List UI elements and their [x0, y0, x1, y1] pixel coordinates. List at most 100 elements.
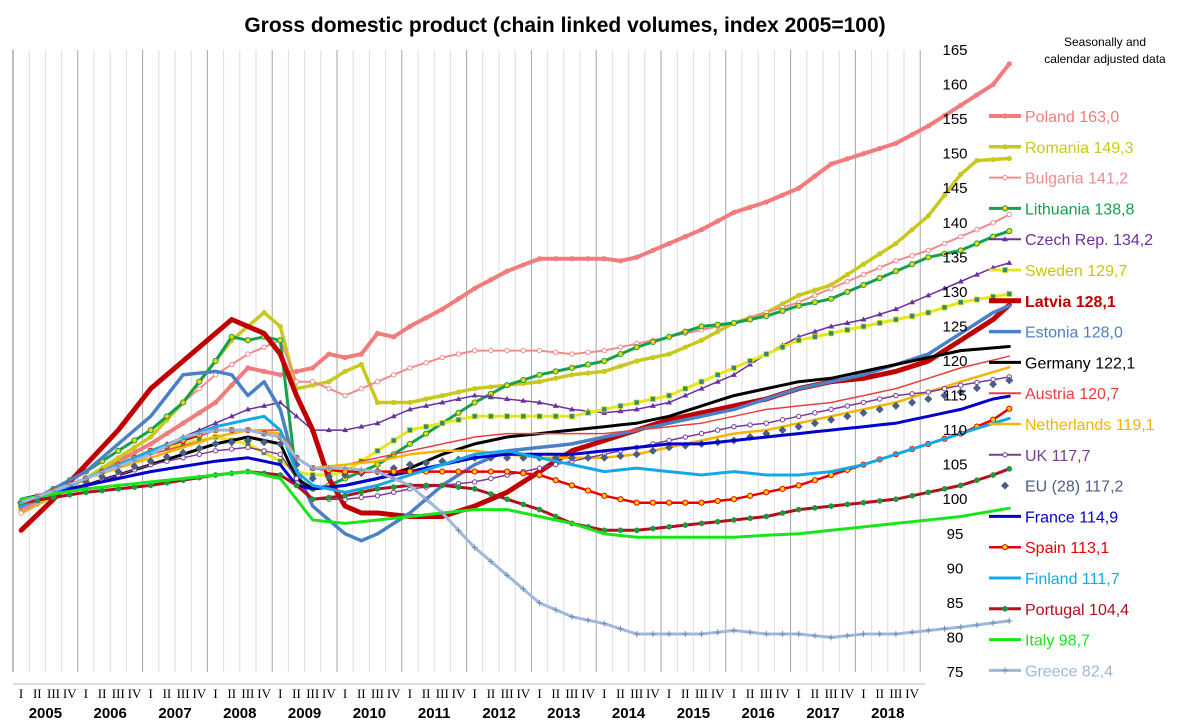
series-marker — [682, 434, 688, 440]
series-marker — [650, 354, 656, 361]
series-marker — [958, 233, 964, 240]
series-marker — [504, 268, 510, 274]
legend-item: Romania 149,3 — [989, 140, 1134, 157]
series-marker — [795, 482, 802, 489]
series-marker — [698, 227, 705, 233]
series-marker — [520, 413, 527, 420]
legend-item: Lithuania 138,8 — [989, 201, 1135, 218]
series-marker — [860, 261, 867, 267]
y-tick-label: 130 — [942, 284, 967, 301]
series-marker — [763, 513, 770, 520]
series-marker — [666, 499, 673, 506]
y-tick-label: 150 — [942, 146, 967, 163]
series-marker — [308, 474, 317, 483]
series-marker — [860, 271, 867, 278]
y-tick-label: 145 — [942, 180, 967, 197]
quarter-tick-label: II — [292, 686, 301, 701]
quarter-tick-label: II — [163, 686, 172, 701]
legend-item: Bulgaria 141,2 — [989, 171, 1128, 188]
series-marker — [730, 319, 738, 327]
quarter-tick-label: I — [797, 686, 801, 701]
series-marker — [471, 486, 478, 492]
series-marker — [666, 437, 672, 444]
series-marker — [568, 413, 575, 420]
series-marker — [844, 156, 850, 162]
series-marker — [261, 448, 267, 454]
series-marker — [617, 408, 624, 414]
series-marker — [909, 227, 915, 233]
legend-item: Austria 120,7 — [989, 386, 1119, 403]
series-marker — [407, 365, 413, 371]
series-marker — [520, 376, 527, 384]
series-marker — [406, 406, 413, 412]
series-marker — [828, 295, 835, 302]
year-label: 2007 — [158, 705, 191, 722]
series-marker — [877, 145, 883, 152]
series-marker — [617, 402, 624, 409]
series-marker — [747, 316, 754, 323]
series-marker — [212, 399, 219, 406]
series-marker — [876, 498, 883, 504]
quarter-tick-label: III — [760, 686, 773, 701]
series-marker — [487, 413, 494, 420]
series-line — [19, 61, 1012, 512]
series-marker — [180, 399, 187, 406]
quarter-tick-label: IV — [452, 686, 466, 701]
series-marker — [925, 247, 931, 254]
series-marker — [245, 365, 251, 371]
series-marker — [374, 399, 381, 406]
series-marker — [714, 378, 721, 384]
series-marker — [472, 386, 478, 392]
series-marker — [794, 422, 803, 431]
quarter-tick-label: II — [98, 686, 107, 701]
series-marker — [1002, 113, 1008, 119]
year-label: 2018 — [871, 705, 904, 722]
quarter-tick-label: II — [746, 686, 755, 701]
year-label: 2014 — [612, 705, 646, 722]
series-marker — [747, 515, 753, 522]
series-marker — [747, 357, 754, 364]
series-marker — [698, 520, 705, 527]
series-marker — [990, 81, 996, 88]
series-marker — [407, 323, 413, 330]
legend-item: France 114,9 — [989, 509, 1118, 526]
series-marker — [585, 409, 592, 416]
series-line — [20, 355, 1011, 504]
series-marker — [1002, 174, 1008, 181]
series-marker — [715, 329, 721, 335]
series-marker — [1005, 376, 1014, 385]
series-marker — [649, 338, 657, 346]
series-marker — [196, 410, 202, 416]
series-marker — [536, 471, 543, 479]
year-label: 2012 — [482, 705, 515, 722]
series-marker — [472, 347, 478, 354]
series-marker — [536, 371, 543, 378]
series-marker — [196, 385, 203, 392]
series-marker — [974, 157, 980, 164]
series-marker — [1006, 61, 1012, 67]
series-marker — [553, 256, 559, 262]
series-marker — [229, 446, 235, 452]
chart-title: Gross domestic product (chain linked vol… — [244, 14, 885, 37]
series-marker — [324, 472, 333, 481]
series-marker — [162, 452, 171, 461]
series-marker — [358, 361, 364, 368]
series-marker — [827, 415, 836, 424]
series-marker — [130, 462, 139, 471]
quarter-tick-label: IV — [711, 686, 725, 701]
quarter-tick-label: III — [501, 686, 514, 701]
y-tick-label: 85 — [947, 595, 964, 612]
series-marker — [779, 192, 786, 198]
series-marker — [730, 364, 737, 371]
series-marker — [261, 344, 267, 350]
series-marker — [958, 382, 964, 388]
quarter-tick-label: I — [473, 686, 477, 701]
series-marker — [828, 285, 834, 292]
series-marker — [423, 315, 429, 321]
grid — [12, 50, 921, 672]
series-marker — [342, 354, 348, 361]
series-marker — [244, 337, 251, 344]
quarter-tick-label: I — [537, 686, 541, 701]
series-marker — [650, 247, 656, 254]
series-marker — [115, 447, 122, 454]
